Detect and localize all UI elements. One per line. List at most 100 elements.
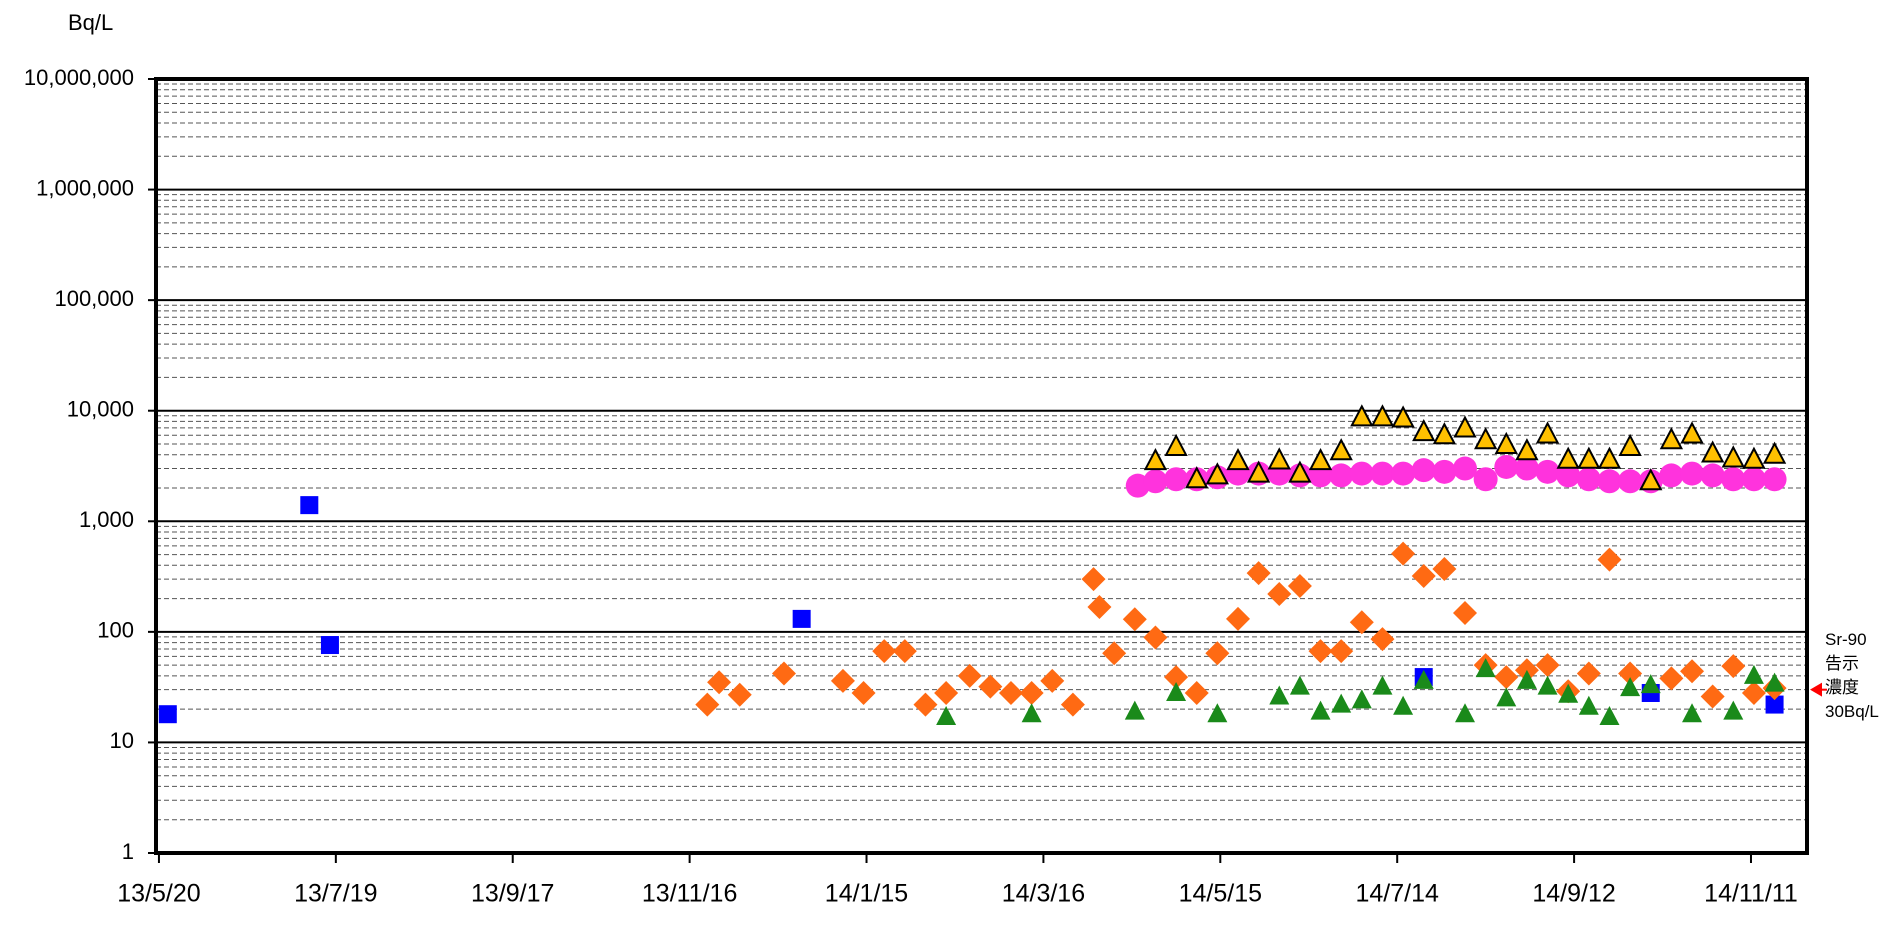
y-tick-label: 10,000,000: [24, 65, 134, 90]
square-marker: [1765, 695, 1784, 714]
triangle-marker: [1516, 669, 1537, 689]
triangle-marker: [1310, 700, 1331, 720]
triangle-marker: [1475, 658, 1496, 678]
triangle-marker: [1391, 405, 1415, 428]
circle-marker: [1700, 463, 1725, 488]
triangle-marker: [1370, 404, 1395, 427]
diamond-marker: [892, 639, 917, 664]
triangle-marker: [1618, 433, 1642, 456]
triangle-marker: [1578, 695, 1599, 715]
diamond-marker: [771, 661, 796, 686]
diamond-marker: [695, 692, 720, 717]
triangle-marker: [1558, 683, 1579, 703]
diamond-marker: [1370, 627, 1395, 652]
triangle-marker: [1556, 446, 1580, 469]
square-marker: [320, 636, 339, 655]
triangle-marker: [1164, 433, 1188, 456]
diamond-marker: [1329, 639, 1354, 664]
triangle-marker: [1246, 460, 1271, 483]
diamond-marker: [707, 670, 732, 695]
circle-marker: [1721, 467, 1746, 492]
circle-marker: [1329, 463, 1354, 488]
triangle-marker: [1599, 705, 1620, 725]
circle-marker: [1143, 469, 1168, 494]
square-marker: [158, 705, 177, 724]
x-tick-label: 14/1/15: [825, 880, 908, 908]
diamond-marker: [1225, 606, 1250, 631]
y-tick-label: 10,000: [67, 397, 134, 422]
diamond-marker: [1391, 541, 1416, 566]
circle-marker: [1680, 461, 1705, 486]
diamond-marker: [1494, 665, 1519, 690]
diamond-marker: [957, 663, 982, 688]
diamond-marker: [1535, 653, 1560, 678]
triangle-marker: [1393, 695, 1414, 715]
x-tick-label: 14/5/15: [1179, 880, 1262, 908]
x-tick-label: 13/11/16: [642, 880, 737, 908]
circle-marker: [1453, 456, 1478, 481]
diamond-marker: [1349, 610, 1374, 635]
x-tick-label: 14/11/11: [1704, 880, 1798, 908]
diamond-marker: [913, 692, 938, 717]
circle-marker: [1576, 467, 1601, 492]
diamond-marker: [1576, 661, 1601, 686]
y-tick-label: 100,000: [54, 286, 134, 311]
circle-marker: [1741, 467, 1766, 492]
diamond-marker: [1040, 668, 1065, 693]
triangle-marker: [1351, 689, 1372, 709]
triangle-marker: [1329, 438, 1353, 461]
circle-marker: [1535, 459, 1560, 484]
triangle-marker: [1207, 703, 1228, 723]
annotation-text: 濃度: [1825, 678, 1859, 697]
triangle-marker: [1432, 422, 1457, 445]
diamond-marker: [1081, 567, 1106, 592]
annotation-text: 告示: [1825, 654, 1859, 673]
circle-marker: [1618, 469, 1643, 494]
x-tick-label: 13/5/20: [117, 880, 200, 908]
diamond-marker: [1143, 625, 1168, 650]
triangle-marker: [1515, 438, 1539, 461]
triangle-marker: [1496, 687, 1517, 707]
triangle-marker: [1269, 685, 1290, 705]
diamond-marker: [1087, 594, 1112, 619]
triangle-marker: [1659, 427, 1684, 450]
triangle-marker: [1267, 447, 1291, 470]
triangle-marker: [1289, 675, 1310, 695]
circle-marker: [1514, 456, 1539, 481]
square-marker: [300, 496, 319, 515]
plot-frame: [154, 77, 1809, 855]
triangle-marker: [1535, 421, 1560, 444]
circle-marker: [1391, 461, 1416, 486]
triangle-marker: [1597, 446, 1622, 469]
triangle-marker: [1124, 700, 1145, 720]
diamond-marker: [1659, 666, 1684, 691]
triangle-marker: [1537, 675, 1558, 695]
triangle-marker: [1682, 703, 1703, 723]
annotation-arrow: [1810, 682, 1822, 697]
diamond-marker: [1184, 680, 1209, 705]
diamond-marker: [1721, 654, 1746, 679]
triangle-marker: [1640, 674, 1661, 694]
diamond-marker: [978, 674, 1003, 699]
diamond-marker: [872, 639, 897, 664]
triangle-marker: [1701, 440, 1725, 463]
triangle-marker: [1308, 447, 1333, 471]
x-tick-label: 13/9/17: [471, 880, 554, 908]
y-tick-label: 1,000: [79, 507, 134, 532]
triangle-marker: [1205, 462, 1230, 485]
x-tick-label: 14/7/14: [1355, 880, 1439, 908]
diamond-marker: [1060, 692, 1085, 717]
triangle-marker: [1412, 418, 1436, 442]
triangle-marker: [1331, 693, 1352, 713]
triangle-marker: [1764, 672, 1785, 692]
diamond-marker: [1246, 561, 1271, 586]
triangle-marker: [1473, 427, 1498, 450]
triangle-marker: [1350, 404, 1374, 427]
diamond-marker: [1019, 680, 1044, 705]
y-tick-label: 100: [97, 618, 134, 643]
triangle-marker: [1494, 431, 1518, 454]
circle-marker: [1597, 469, 1622, 494]
triangle-marker: [1185, 466, 1209, 489]
circle-marker: [1164, 467, 1189, 492]
